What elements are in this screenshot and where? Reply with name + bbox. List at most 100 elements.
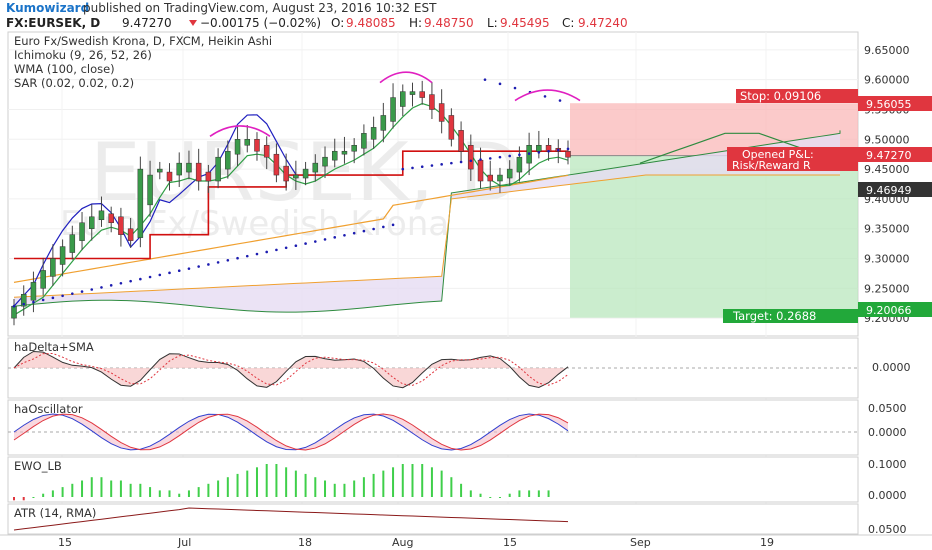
publisher-name[interactable]: Kumowizard (6, 1, 89, 15)
sar-point (343, 233, 346, 237)
sar-point (22, 302, 26, 306)
candle-body (487, 174, 493, 182)
candle-body (380, 115, 387, 131)
sar-point (527, 152, 531, 155)
marker-price: 9.46949 (866, 184, 912, 197)
head-arc (379, 71, 433, 84)
ewo-bar (275, 464, 278, 497)
candle-body (98, 210, 105, 221)
sar-point (187, 267, 191, 270)
candle-body (30, 282, 37, 301)
close-value: 9.47240 (578, 16, 628, 30)
legend-sar: SAR (0.02, 0.02, 0.2) (14, 76, 134, 90)
candle-body (118, 216, 124, 235)
candle-body (205, 171, 212, 182)
ewo-bar (401, 464, 404, 497)
hadelta-fill (14, 351, 568, 388)
candle-body (536, 145, 542, 152)
candle-body (11, 305, 17, 319)
haoscillator-title: haOscillator (14, 402, 83, 416)
sar-point (459, 160, 463, 164)
price-tick: 9.50000 (864, 133, 910, 146)
price-tick: 9.30000 (864, 253, 910, 266)
ewo-bar (469, 490, 472, 497)
price-tick: 9.25000 (864, 282, 910, 295)
ewo-bar (324, 480, 327, 497)
ichimoku-cloud (14, 130, 840, 313)
price-tick: 9.35000 (864, 223, 910, 236)
haoscillator-tick-zero: 0.0000 (868, 426, 907, 439)
ewo-bar (294, 470, 297, 497)
wma-line (13, 174, 569, 283)
candle-body (302, 168, 309, 179)
candle-body (137, 168, 144, 238)
sar-point (71, 292, 74, 295)
sar-point (543, 95, 547, 98)
candle-body (370, 127, 377, 140)
sar-point (197, 265, 200, 268)
ewo-bar (528, 490, 531, 497)
ewo-bar (255, 467, 258, 497)
ewo-tick-zero: 0.0000 (868, 489, 907, 502)
stop-price-box (858, 96, 932, 111)
atr-line (13, 507, 569, 531)
haoscillator-pane[interactable]: haOscillator 0.0500 0.0000 (7, 399, 907, 456)
sar-point (391, 223, 395, 227)
time-axis[interactable]: 15 Jul 18 Aug 15 Sep 19 (0, 534, 932, 549)
high-value: 9.48750 (424, 16, 474, 30)
ewo-bar (61, 487, 64, 497)
sar-point (450, 161, 453, 165)
atr-pane[interactable]: ATR (14, RMA) 0.0500 (7, 503, 907, 536)
price-change: −0.00175 (−0.02%) (200, 16, 321, 30)
candle-body (458, 130, 464, 152)
sar-point (129, 279, 132, 283)
ewo-bar (197, 487, 200, 497)
publish-info: published on TradingView.com, August 23,… (83, 1, 437, 15)
ewo-title: EWO_LB (14, 459, 62, 473)
ewo-bar (537, 490, 540, 497)
candle-body (157, 168, 163, 173)
candle-body (186, 162, 192, 173)
forecast-line (639, 132, 827, 164)
open-label: O: (331, 16, 344, 30)
ewo-pane[interactable]: EWO_LB 0.1000 0.0000 (7, 456, 907, 503)
candle-layer (11, 80, 571, 326)
target-price-box (858, 302, 932, 317)
x-label-15: 15 (58, 536, 72, 549)
candle-body (40, 270, 46, 289)
ewo-bar (518, 490, 521, 497)
atr-frame (7, 503, 859, 535)
ewo-bar (411, 464, 414, 497)
sar-point (265, 250, 269, 254)
sar-point (100, 286, 103, 289)
candle-body (108, 213, 114, 223)
ewo-bar (333, 483, 336, 497)
ewo-frame (7, 456, 859, 503)
marker-price-box (858, 182, 932, 197)
low-value: 9.45495 (500, 16, 550, 30)
ewo-bar (508, 493, 511, 497)
hadelta-pane[interactable]: haDelta+SMA 0.0000 (7, 337, 911, 399)
ewo-bar (498, 497, 501, 498)
sar-point (158, 273, 162, 277)
sar-point (362, 229, 366, 233)
hadelta-tick: 0.0000 (872, 361, 911, 374)
candle-body (50, 258, 56, 277)
sar-point (61, 294, 64, 298)
legend-title: Euro Fx/Swedish Krona, D, FXCM, Heikin A… (14, 34, 272, 48)
sar-point (41, 298, 45, 302)
legend-wma: WMA (100, close) (14, 62, 115, 76)
sar-point (32, 300, 35, 304)
risk-reward-zone[interactable] (570, 103, 858, 318)
candle-body (322, 156, 328, 167)
candle-body (516, 156, 523, 173)
price-tick: 9.45000 (864, 163, 910, 176)
ewo-bar (90, 477, 93, 497)
ewo-bar (187, 490, 190, 497)
tenkan-line (13, 114, 297, 307)
open-value: 9.48085 (346, 16, 396, 30)
sar-point (556, 148, 560, 152)
ewo-bar (158, 490, 161, 497)
entry-label-1: Opened P&L: (742, 148, 814, 161)
